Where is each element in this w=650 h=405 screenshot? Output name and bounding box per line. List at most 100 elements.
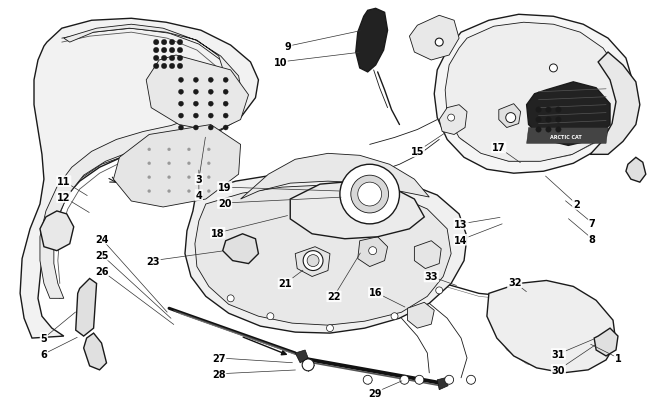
Circle shape <box>556 108 561 113</box>
Circle shape <box>161 40 167 46</box>
Text: 33: 33 <box>424 272 438 282</box>
Circle shape <box>326 325 333 332</box>
Circle shape <box>168 149 170 151</box>
Circle shape <box>208 102 213 107</box>
Text: 26: 26 <box>95 266 109 276</box>
Circle shape <box>153 48 159 54</box>
Circle shape <box>207 149 211 151</box>
Polygon shape <box>185 173 467 333</box>
Circle shape <box>187 190 190 193</box>
Text: 25: 25 <box>95 250 109 260</box>
Circle shape <box>179 114 183 119</box>
Polygon shape <box>295 350 308 363</box>
Circle shape <box>194 78 198 83</box>
Circle shape <box>148 149 151 151</box>
Polygon shape <box>526 128 608 144</box>
Circle shape <box>546 117 551 123</box>
Circle shape <box>227 295 234 302</box>
Text: 3: 3 <box>196 175 202 185</box>
Polygon shape <box>75 279 97 336</box>
Polygon shape <box>626 158 646 183</box>
Circle shape <box>549 65 558 73</box>
Text: 20: 20 <box>218 198 231 209</box>
Text: 6: 6 <box>40 349 47 359</box>
Circle shape <box>363 375 372 384</box>
Text: 1: 1 <box>615 353 621 363</box>
Text: 23: 23 <box>146 256 160 266</box>
Text: 24: 24 <box>95 234 109 244</box>
Polygon shape <box>434 15 633 174</box>
Circle shape <box>207 190 211 193</box>
Circle shape <box>179 126 183 131</box>
Circle shape <box>556 117 561 123</box>
Text: 22: 22 <box>327 292 341 302</box>
Circle shape <box>223 102 228 107</box>
Circle shape <box>148 190 151 193</box>
Polygon shape <box>40 211 73 251</box>
Circle shape <box>307 255 319 267</box>
Polygon shape <box>84 333 107 370</box>
Circle shape <box>179 90 183 95</box>
Polygon shape <box>291 182 424 239</box>
Circle shape <box>153 40 159 46</box>
Text: 31: 31 <box>552 349 565 359</box>
Text: 18: 18 <box>211 228 224 238</box>
Text: 28: 28 <box>212 369 226 379</box>
Text: 21: 21 <box>278 279 292 289</box>
Circle shape <box>161 48 167 54</box>
Circle shape <box>179 78 183 83</box>
Circle shape <box>208 90 213 95</box>
Circle shape <box>436 39 443 47</box>
Text: 13: 13 <box>454 220 468 229</box>
Circle shape <box>400 375 409 384</box>
Circle shape <box>169 48 175 54</box>
Circle shape <box>223 90 228 95</box>
Text: 5: 5 <box>40 333 47 343</box>
Polygon shape <box>499 104 521 128</box>
Circle shape <box>148 176 151 179</box>
Polygon shape <box>295 247 330 277</box>
Circle shape <box>169 56 175 62</box>
Polygon shape <box>437 378 448 390</box>
Circle shape <box>302 359 314 371</box>
Text: 19: 19 <box>218 183 231 193</box>
Circle shape <box>467 375 475 384</box>
Circle shape <box>546 108 551 113</box>
Polygon shape <box>410 16 459 61</box>
Text: 9: 9 <box>285 42 292 52</box>
Circle shape <box>223 78 228 83</box>
Circle shape <box>536 117 541 123</box>
Polygon shape <box>40 25 242 298</box>
Circle shape <box>208 78 213 83</box>
Circle shape <box>445 375 454 384</box>
Text: 10: 10 <box>274 58 287 68</box>
Text: 29: 29 <box>368 388 382 398</box>
Circle shape <box>223 126 228 131</box>
Circle shape <box>177 48 183 54</box>
Text: 14: 14 <box>454 235 468 245</box>
Polygon shape <box>114 125 240 207</box>
Circle shape <box>179 102 183 107</box>
Polygon shape <box>594 328 618 356</box>
Text: 16: 16 <box>369 288 382 298</box>
Polygon shape <box>415 241 441 269</box>
Circle shape <box>223 114 228 119</box>
Polygon shape <box>439 105 467 135</box>
Circle shape <box>536 128 541 133</box>
Circle shape <box>340 165 400 224</box>
Circle shape <box>556 128 561 133</box>
Polygon shape <box>20 19 259 338</box>
Text: 8: 8 <box>589 234 595 244</box>
Circle shape <box>208 126 213 131</box>
Polygon shape <box>526 83 610 146</box>
Circle shape <box>207 176 211 179</box>
Circle shape <box>546 128 551 133</box>
Circle shape <box>177 40 183 46</box>
Polygon shape <box>408 303 434 328</box>
Polygon shape <box>240 154 429 200</box>
Text: 27: 27 <box>212 353 226 363</box>
Text: 17: 17 <box>492 143 506 153</box>
Circle shape <box>536 108 541 113</box>
Circle shape <box>168 176 170 179</box>
Polygon shape <box>195 185 451 325</box>
